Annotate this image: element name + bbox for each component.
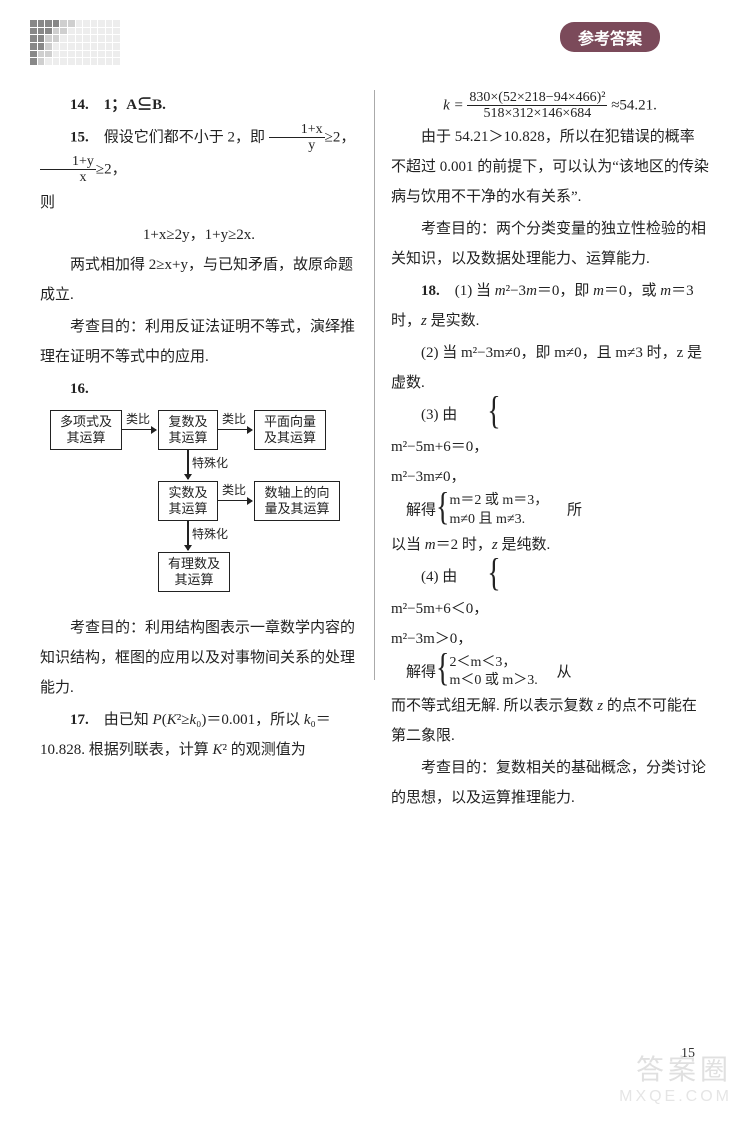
q18-4: (4) 由{ <box>391 562 709 592</box>
flow-label: 特殊化 <box>192 456 228 471</box>
flow-box-6: 有理数及其运算 <box>158 552 230 593</box>
flow-label: 特殊化 <box>192 527 228 542</box>
q15-line: 1+x≥2y，1+y≥2x. <box>40 220 358 250</box>
flow-box-3: 平面向量及其运算 <box>254 410 326 451</box>
p17-goal: 考查目的：两个分类变量的独立性检验的相关知识，以及数据处理能力、运算能力. <box>391 214 709 274</box>
header-decoration <box>30 20 120 65</box>
p17-a: 由于 54.21＞10.828，所以在犯错误的概率不超过 0.001 的前提下，… <box>391 122 709 212</box>
q17-a: 17. 由已知 P(K²≥k₀)＝0.001，所以 k₀＝10.828. 根据列… <box>40 705 358 765</box>
flow-box-2: 复数及其运算 <box>158 410 218 451</box>
q14: 14. 1；A⊆B. <box>40 90 358 120</box>
q16-goal: 考查目的：利用结构图表示一章数学内容的知识结构，框图的应用以及对事物间关系的处理… <box>40 613 358 703</box>
arrow <box>218 429 252 431</box>
flow-label: 类比 <box>222 483 246 498</box>
q16-label: 16. <box>40 374 358 404</box>
watermark-line2: MXQE.COM <box>619 1088 732 1106</box>
flow-box-1: 多项式及其运算 <box>50 410 122 451</box>
q18-3: (3) 由{ <box>391 400 709 430</box>
q15-sum: 两式相加得 2≥x+y，与已知矛盾，故原命题成立. <box>40 250 358 310</box>
q18-3c: 以当 m＝2 时，z 是纯数. <box>391 530 709 560</box>
q18-goal: 考查目的：复数相关的基础概念，分类讨论的思想，以及运算推理能力. <box>391 753 709 813</box>
flow-box-4: 实数及其运算 <box>158 481 218 522</box>
flow-box-5: 数轴上的向量及其运算 <box>254 481 340 522</box>
flow-label: 类比 <box>222 412 246 427</box>
watermark-line1: 答案圈 <box>619 1048 732 1088</box>
page: 参考答案 14. 1；A⊆B. 15. 假设它们都不小于 2，即 1+xy≥2，… <box>0 0 750 1124</box>
watermark: 答案圈 MXQE.COM <box>619 1048 732 1106</box>
q15-intro: 15. 假设它们都不小于 2，即 1+xy≥2， 1+yx≥2， <box>40 122 358 186</box>
q15-then: 则 <box>40 188 358 218</box>
q15-goal: 考查目的：利用反证法证明不等式，演绎推理在证明不等式中的应用. <box>40 312 358 372</box>
right-column: k = 830×(52×218−94×466)²518×312×146×684 … <box>379 90 709 815</box>
arrow <box>187 520 189 550</box>
k-equation: k = 830×(52×218−94×466)²518×312×146×684 … <box>391 90 709 122</box>
header-badge: 参考答案 <box>560 22 660 52</box>
q18-4c: 而不等式组无解. 所以表示复数 z 的点不可能在第二象限. <box>391 691 709 751</box>
left-column: 14. 1；A⊆B. 15. 假设它们都不小于 2，即 1+xy≥2， 1+yx… <box>40 90 370 815</box>
content-columns: 14. 1；A⊆B. 15. 假设它们都不小于 2，即 1+xy≥2， 1+yx… <box>40 90 710 815</box>
q16-flowchart: 多项式及其运算 类比 复数及其运算 类比 平面向量及其运算 特殊化 实数及其运算… <box>50 410 360 605</box>
arrow <box>122 429 156 431</box>
q18-1: 18. (1) 当 m²−3m＝0，即 m＝0，或 m＝3 时，z 是实数. <box>391 276 709 336</box>
arrow <box>218 500 252 502</box>
arrow <box>187 449 189 479</box>
q18-2: (2) 当 m²−3m≠0，即 m≠0，且 m≠3 时，z 是虚数. <box>391 338 709 398</box>
flow-label: 类比 <box>126 412 150 427</box>
column-divider <box>374 90 375 680</box>
